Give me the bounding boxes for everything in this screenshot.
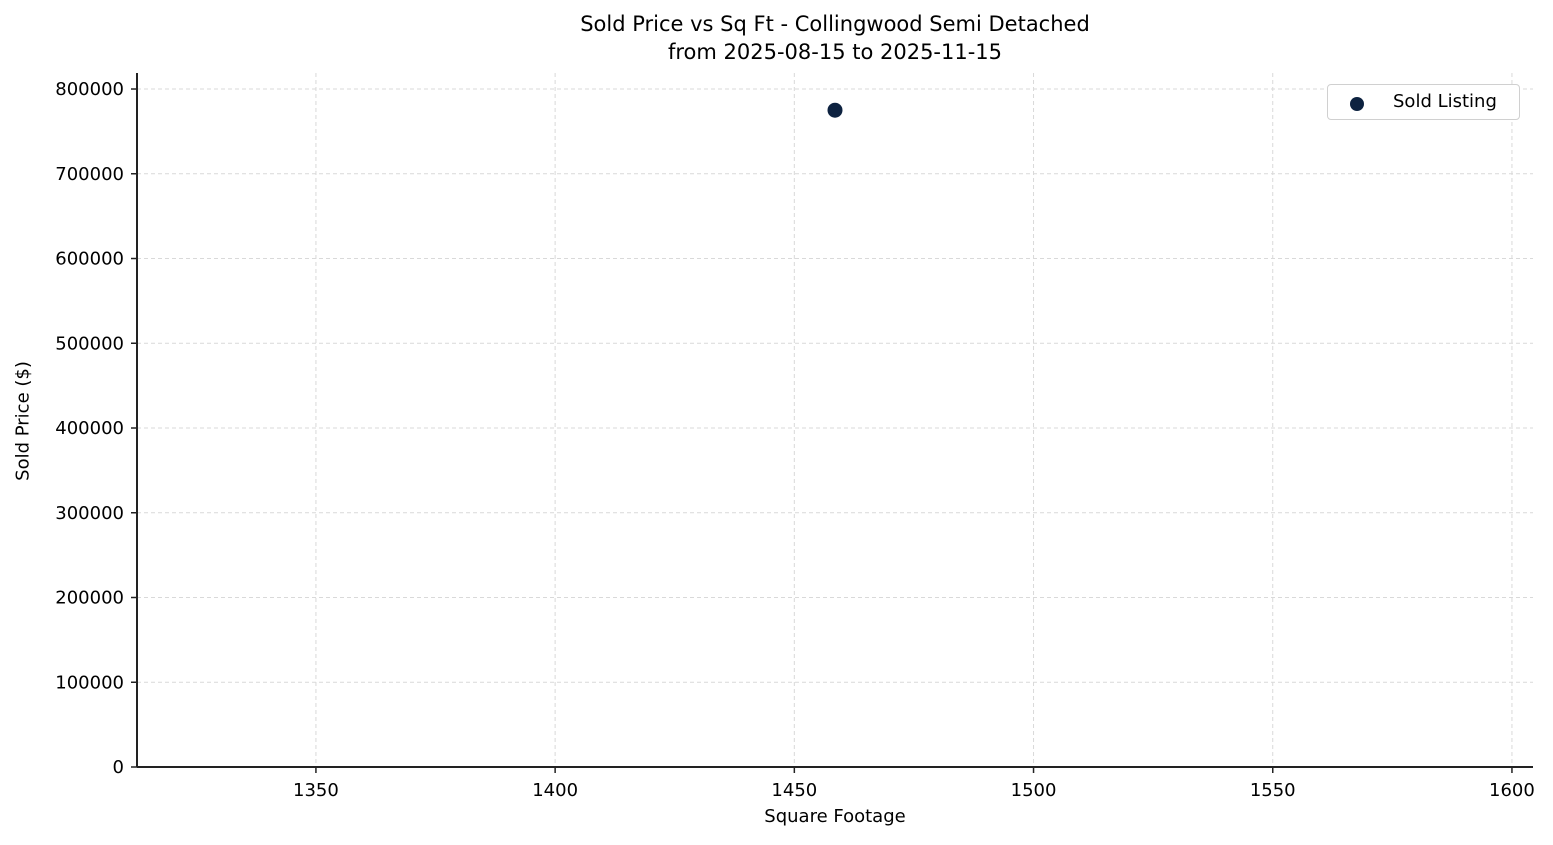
y-tick-label: 200000 (55, 588, 124, 609)
x-tick-label: 1350 (293, 780, 339, 801)
y-tick-label: 0 (113, 757, 124, 778)
chart-title: Sold Price vs Sq Ft - Collingwood Semi D… (580, 12, 1090, 36)
axes (131, 73, 1533, 773)
x-tick-label: 1550 (1250, 780, 1296, 801)
x-tick-label: 1500 (1011, 780, 1057, 801)
tick-labels: 1350 1400 1450 1500 1550 1600 0 100000 200000 300… (55, 79, 1535, 801)
chart-subtitle: from 2025-08-15 to 2025-11-15 (667, 40, 1003, 64)
x-tick-label: 1600 (1489, 780, 1535, 801)
y-axis-label: Sold Price ($) (12, 361, 34, 481)
legend: Sold Listing (1327, 84, 1520, 120)
x-tick-label: 1450 (771, 780, 817, 801)
y-tick-label: 700000 (55, 164, 124, 185)
data-point (827, 102, 843, 118)
x-tick-label: 1400 (532, 780, 578, 801)
y-tick-label: 800000 (55, 79, 124, 100)
y-tick-label: 600000 (55, 249, 124, 270)
y-tick-label: 100000 (55, 672, 124, 693)
legend-marker-icon (1350, 97, 1364, 111)
legend-label: Sold Listing (1393, 91, 1497, 112)
y-tick-label: 300000 (55, 503, 124, 524)
y-tick-label: 400000 (55, 418, 124, 439)
grid-lines (137, 73, 1533, 768)
x-axis-label: Square Footage (764, 806, 906, 827)
data-points (827, 102, 843, 118)
y-tick-label: 500000 (55, 333, 124, 354)
